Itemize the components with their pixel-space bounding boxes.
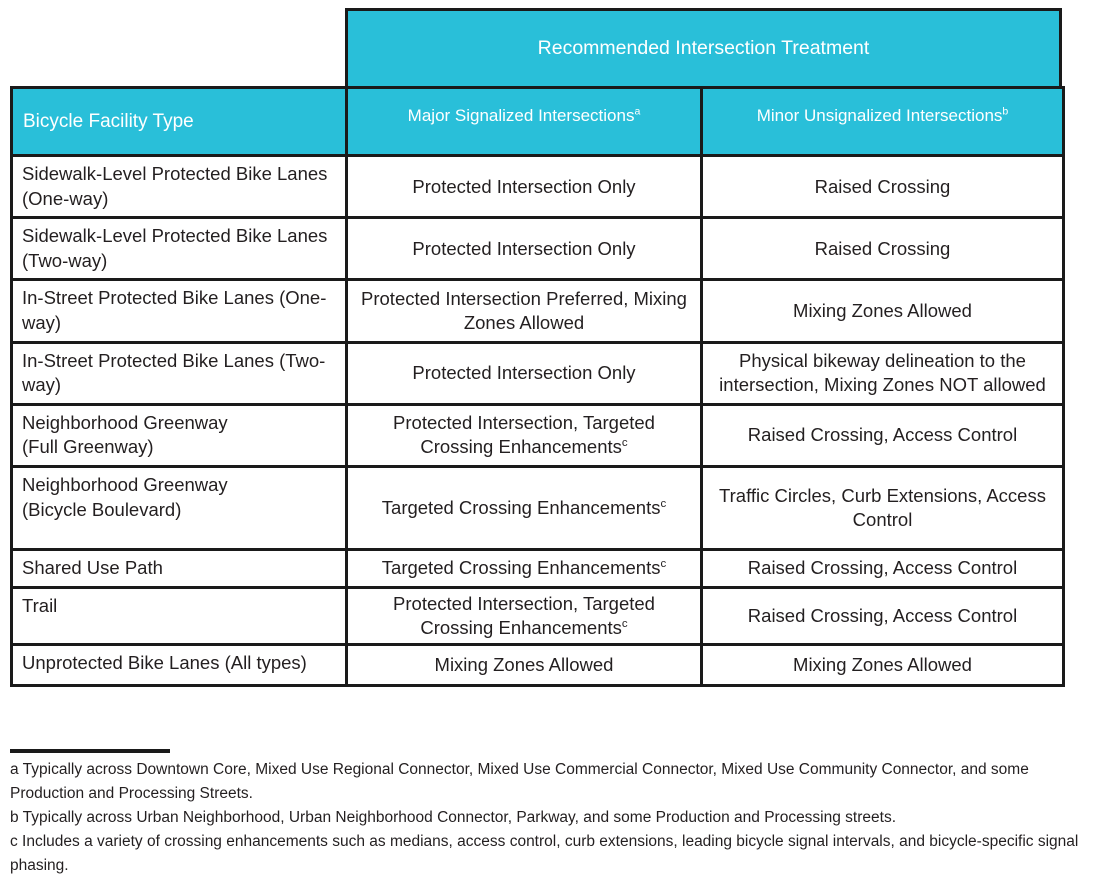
minor-cell: Raised Crossing, Access Control [703, 405, 1062, 465]
table-title: Recommended Intersection Treatment [537, 37, 870, 59]
facility-cell: In-Street Protected Bike Lanes (One-way) [13, 281, 345, 341]
facility-cell: Trail [13, 588, 345, 643]
minor-cell: Mixing Zones Allowed [703, 281, 1062, 341]
minor-cell: Raised Crossing [703, 157, 1062, 217]
footnote-marker-c: c [660, 558, 667, 571]
facility-cell: Unprotected Bike Lanes (All types) [13, 645, 345, 684]
intersection-treatment-table: Bicycle Facility Type Major Signalized I… [10, 86, 1065, 687]
footnote-marker-c: c [660, 497, 667, 510]
facility-cell: Neighborhood Greenway (Bicycle Boulevard) [13, 467, 345, 548]
major-cell: Protected Intersection Only [348, 219, 700, 279]
minor-cell: Raised Crossing [703, 219, 1062, 279]
footnote-marker-c: c [621, 437, 628, 450]
column-header-facility: Bicycle Facility Type [13, 89, 345, 154]
facility-cell: Shared Use Path [13, 550, 345, 586]
facility-cell: Sidewalk-Level Protected Bike Lanes (Two-… [13, 219, 345, 279]
major-cell: Targeted Crossing Enhancementsc [348, 550, 700, 586]
facility-cell: In-Street Protected Bike Lanes (Two-way) [13, 343, 345, 403]
major-cell: Protected Intersection, Targeted Crossin… [348, 405, 700, 465]
major-cell: Protected Intersection Only [348, 343, 700, 403]
footnote-b: b Typically across Urban Neighborhood, U… [10, 808, 896, 826]
minor-cell: Traffic Circles, Curb Extensions, Access… [703, 467, 1062, 548]
column-header-major: Major Signalized Intersectionsa [348, 89, 700, 154]
minor-cell: Physical bikeway delineation to the inte… [703, 343, 1062, 403]
footnote-a: a Typically across Downtown Core, Mixed … [10, 760, 1029, 802]
major-cell: Mixing Zones Allowed [348, 645, 700, 684]
facility-cell: Sidewalk-Level Protected Bike Lanes (One-… [13, 157, 345, 217]
footnotes-block: a Typically across Downtown Core, Mixed … [10, 748, 1092, 878]
footnote-marker-b: b [1002, 105, 1009, 118]
minor-cell: Mixing Zones Allowed [703, 645, 1062, 684]
major-cell: Protected Intersection, Targeted Crossin… [348, 588, 700, 643]
column-header-minor: Minor Unsignalized Intersectionsb [703, 89, 1062, 154]
major-cell: Protected Intersection Only [348, 157, 700, 217]
footnote-divider-rule [10, 748, 170, 753]
minor-cell: Raised Crossing, Access Control [703, 550, 1062, 586]
footnote-marker-c: c [621, 617, 628, 630]
minor-cell: Raised Crossing, Access Control [703, 588, 1062, 643]
footnote-c: c Includes a variety of crossing enhance… [10, 832, 1079, 874]
major-cell: Protected Intersection Preferred, Mixing… [348, 281, 700, 341]
facility-cell: Neighborhood Greenway (Full Greenway) [13, 405, 345, 465]
major-cell: Targeted Crossing Enhancementsc [348, 467, 700, 548]
table-title-cell: Recommended Intersection Treatment [345, 8, 1062, 86]
footnote-marker-a: a [634, 105, 641, 118]
